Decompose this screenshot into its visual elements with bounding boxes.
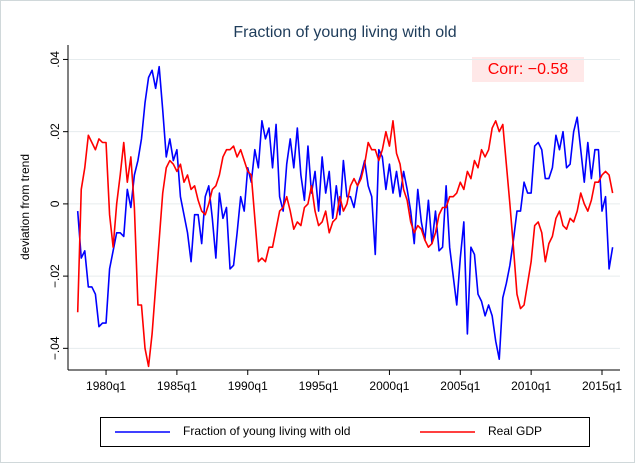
- x-tick-label: 2005q1: [440, 379, 480, 393]
- x-tick-label: 1985q1: [157, 379, 197, 393]
- x-tick-label: 1990q1: [228, 379, 268, 393]
- y-tick-label: −.02: [48, 264, 62, 288]
- y-axis-label: deviation from trend: [18, 154, 32, 260]
- legend-label: Real GDP: [488, 424, 542, 438]
- chart-title: Fraction of young living with old: [233, 24, 456, 41]
- x-tick-label: 1995q1: [299, 379, 339, 393]
- x-tick-label: 2000q1: [369, 379, 409, 393]
- y-tick-label: .02: [48, 123, 62, 140]
- x-tick-label: 1980q1: [86, 379, 126, 393]
- annotation: Corr: −0.58: [488, 61, 569, 78]
- annotation-background: [472, 57, 584, 82]
- series-line: [76, 65, 614, 360]
- legend-box: [100, 417, 590, 447]
- x-tick-label: 2010q1: [511, 379, 551, 393]
- legend-label: Fraction of young living with old: [183, 424, 350, 438]
- series-line: [76, 120, 614, 368]
- y-tick-label: −.04: [48, 336, 62, 360]
- y-tick-label: .04: [48, 51, 62, 68]
- y-tick-label: 0: [48, 200, 62, 207]
- x-tick-label: 2015q1: [582, 379, 622, 393]
